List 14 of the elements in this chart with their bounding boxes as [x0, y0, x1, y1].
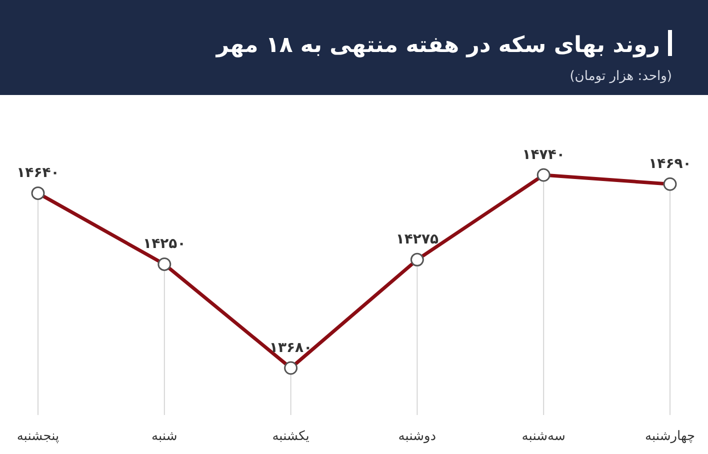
chart-subtitle: (واحد: هزار تومان) [570, 69, 672, 84]
data-label: ۱۳۶۸۰ [269, 340, 312, 356]
data-label: ۱۴۲۵۰ [143, 236, 186, 252]
data-label: ۱۴۷۴۰ [522, 147, 565, 163]
x-tick-label: چهارشنبه [645, 429, 695, 444]
data-label: ۱۴۲۷۵ [396, 232, 440, 248]
x-tick-label: پنجشنبه [16, 429, 60, 444]
data-label: ۱۴۶۹۰ [648, 156, 692, 172]
x-tick-label: شنبه [152, 429, 178, 444]
x-tick-label: دوشنبه [398, 429, 436, 444]
data-label: ۱۴۶۴۰ [16, 165, 60, 182]
chart-title: روند بهای سکه در هفته منتهی به ۱۸ مهر [215, 33, 660, 58]
x-tick-label: یکشنبه [272, 429, 310, 444]
x-tick-label: سه‌شنبه [522, 429, 566, 444]
